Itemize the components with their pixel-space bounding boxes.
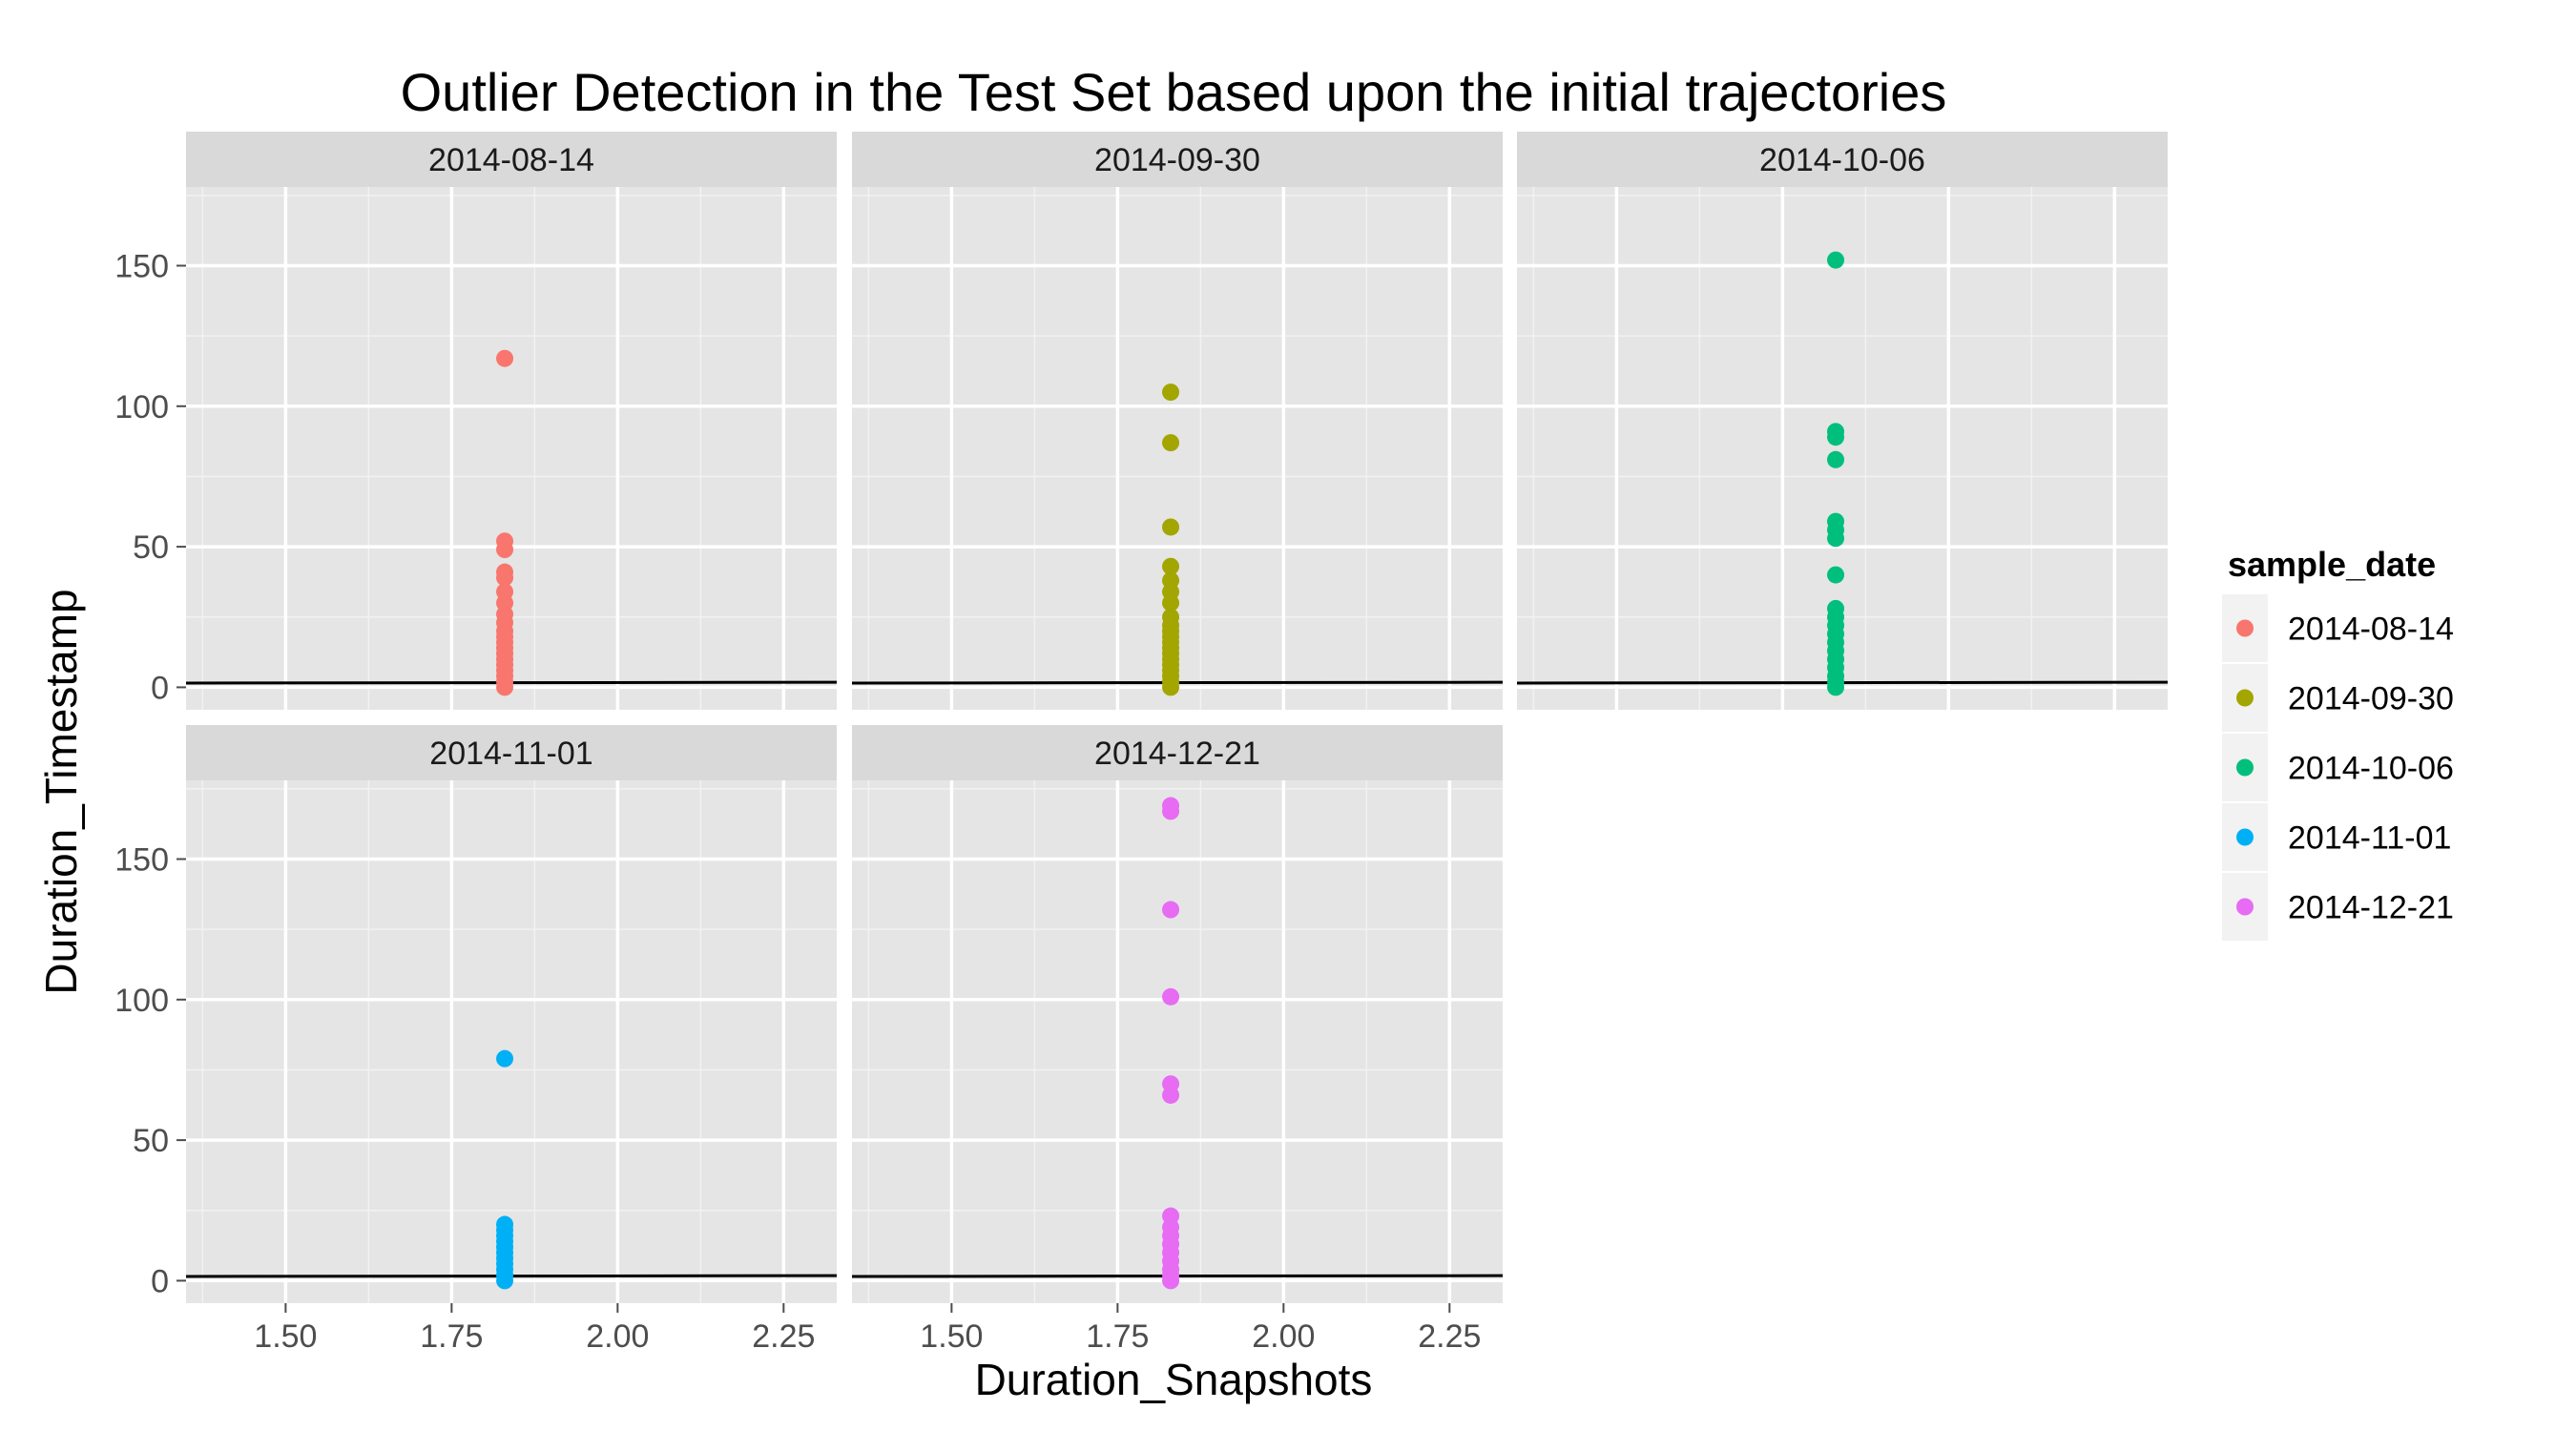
facet-panel-2014-11-01: 2014-11-01 0 50 100 150 1.50 1.75 2.00 2.25 (114, 725, 838, 1355)
data-point (1162, 797, 1180, 815)
x-axis-title: Duration_Snapshots (975, 1355, 1373, 1404)
data-point (496, 563, 514, 581)
legend-item-2014-08-14: 2014-08-14 (2220, 592, 2454, 664)
legend: sample_date 2014-08-14 2014-09-30 2014-10-… (2220, 545, 2454, 943)
legend-label: 2014-10-06 (2288, 751, 2454, 787)
legend-item-2014-12-21: 2014-12-21 (2220, 871, 2454, 943)
data-point (1162, 1207, 1180, 1225)
data-point (1162, 518, 1180, 536)
x-tick-label: 1.50 (920, 1318, 983, 1355)
legend-items: 2014-08-14 2014-09-30 2014-10-06 2014-11-01… (2220, 592, 2454, 943)
x-tick-label: 1.75 (1086, 1318, 1149, 1355)
data-point (1827, 599, 1845, 617)
data-point (496, 532, 514, 550)
y-tick-label: 50 (133, 1123, 169, 1159)
facet-strip-label: 2014-08-14 (428, 142, 594, 178)
legend-item-2014-10-06: 2014-10-06 (2220, 732, 2454, 803)
data-point (1162, 901, 1180, 919)
legend-label: 2014-09-30 (2288, 681, 2454, 717)
legend-marker (2236, 828, 2254, 846)
facet-strip-label: 2014-11-01 (429, 736, 592, 772)
legend-label: 2014-11-01 (2288, 820, 2451, 857)
panel-background (186, 780, 837, 1303)
facet-strip-label: 2014-09-30 (1094, 142, 1260, 178)
y-tick-label: 0 (151, 670, 169, 706)
facet-strip (1517, 132, 2168, 187)
legend-marker (2236, 619, 2254, 637)
facet-strip-label: 2014-10-06 (1759, 142, 1925, 178)
y-tick-label: 150 (114, 841, 169, 878)
data-point (1162, 987, 1180, 1006)
y-tick-label: 50 (133, 529, 169, 566)
data-point (1827, 566, 1845, 584)
facet-panel-2014-12-21: 2014-12-21 1.50 1.75 2.00 2.25 (851, 725, 1504, 1355)
y-tick-label: 100 (114, 389, 169, 425)
x-tick-label: 1.50 (254, 1318, 317, 1355)
data-point (1827, 423, 1845, 441)
data-point (1827, 450, 1845, 468)
chart-title: Outlier Detection in the Test Set based … (401, 62, 1947, 122)
facet-strip (852, 132, 1503, 187)
legend-marker (2236, 758, 2254, 777)
data-point (1827, 251, 1845, 269)
data-point (496, 583, 514, 601)
x-tick-label: 2.25 (752, 1318, 815, 1355)
facet-panel-2014-08-14: 2014-08-14 0 50 100 150 (114, 132, 838, 710)
legend-label: 2014-08-14 (2288, 612, 2454, 648)
legend-marker (2236, 689, 2254, 707)
legend-label: 2014-12-21 (2288, 890, 2454, 926)
y-tick-label: 0 (151, 1263, 169, 1299)
data-point (1162, 434, 1180, 452)
data-point (496, 1049, 514, 1068)
legend-item-2014-11-01: 2014-11-01 (2220, 801, 2451, 873)
legend-title: sample_date (2228, 545, 2436, 584)
legend-marker (2236, 898, 2254, 916)
facet-strip (186, 725, 837, 780)
data-point (1162, 557, 1180, 575)
facet-strip (852, 725, 1503, 780)
y-tick-label: 100 (114, 983, 169, 1019)
x-tick-label: 1.75 (420, 1318, 483, 1355)
facet-strip (186, 132, 837, 187)
facet-panel-2014-09-30: 2014-09-30 (851, 132, 1504, 710)
x-tick-label: 2.25 (1418, 1318, 1481, 1355)
legend-item-2014-09-30: 2014-09-30 (2220, 662, 2454, 734)
data-point (1162, 1075, 1180, 1093)
x-tick-label: 2.00 (586, 1318, 649, 1355)
data-point (1162, 608, 1180, 626)
data-point (1162, 571, 1180, 590)
facet-panels: 2014-08-14 0 50 100 150 2014-09-30 2014-10-06 2… (114, 132, 2169, 1355)
data-point (1162, 384, 1180, 402)
data-point (1827, 512, 1845, 530)
facet-panel-2014-10-06: 2014-10-06 (1516, 132, 2169, 710)
data-point (496, 349, 514, 367)
x-tick-label: 2.00 (1252, 1318, 1315, 1355)
data-point (496, 1215, 514, 1234)
facet-strip-label: 2014-12-21 (1094, 736, 1260, 772)
y-axis-title: Duration_Timestamp (36, 589, 86, 994)
y-tick-label: 150 (114, 248, 169, 284)
